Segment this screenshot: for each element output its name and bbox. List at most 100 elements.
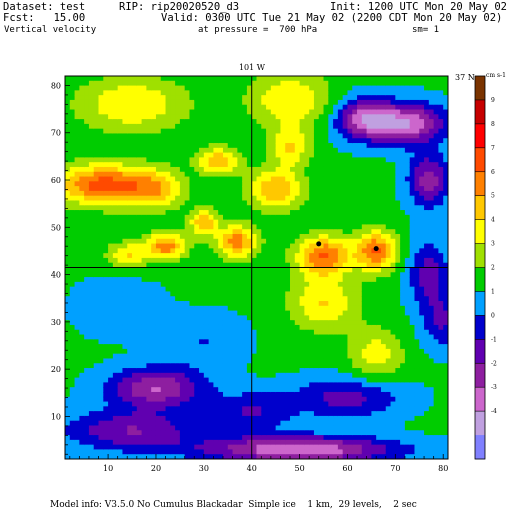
field-cell xyxy=(93,310,100,316)
field-cell xyxy=(342,224,349,230)
field-cell xyxy=(203,267,210,273)
field-cell xyxy=(122,310,128,316)
field-cell xyxy=(199,420,205,427)
field-cell xyxy=(103,267,109,273)
field-cell xyxy=(127,138,133,144)
field-cell xyxy=(175,301,181,307)
field-cell xyxy=(232,430,238,436)
field-cell xyxy=(275,372,282,379)
field-cell xyxy=(347,277,353,283)
field-cell xyxy=(304,128,310,135)
field-cell xyxy=(208,95,215,101)
field-cell xyxy=(203,243,210,249)
field-cell xyxy=(299,358,305,364)
field-cell xyxy=(280,439,286,446)
field-cell xyxy=(65,305,71,312)
field-cell xyxy=(179,200,186,206)
field-cell xyxy=(294,277,301,283)
field-cell xyxy=(151,238,157,245)
field-cell xyxy=(136,334,143,340)
field-cell xyxy=(285,224,291,230)
field-cell xyxy=(318,133,325,139)
field-cell xyxy=(275,229,282,235)
field-cell xyxy=(299,104,305,111)
field-cell xyxy=(98,205,104,211)
field-cell xyxy=(218,425,224,431)
field-cell xyxy=(189,324,195,331)
field-cell xyxy=(103,143,109,149)
field-cell xyxy=(65,171,71,178)
field-cell xyxy=(304,320,310,326)
field-cell xyxy=(117,210,124,216)
field-cell xyxy=(352,368,358,374)
field-cell xyxy=(261,186,267,192)
field-cell xyxy=(88,420,95,427)
field-cell xyxy=(203,166,210,173)
field-cell xyxy=(151,195,157,202)
field-cell xyxy=(84,377,90,383)
field-cell xyxy=(328,95,334,101)
field-cell xyxy=(165,219,171,226)
field-cell xyxy=(337,119,344,125)
field-cell xyxy=(304,248,310,254)
field-cell xyxy=(342,353,349,360)
field-cell xyxy=(179,272,186,278)
field-cell xyxy=(112,444,119,451)
field-cell xyxy=(328,109,334,115)
field-cell xyxy=(69,329,76,336)
field-cell xyxy=(256,353,262,360)
field-cell xyxy=(266,387,272,393)
field-cell xyxy=(84,128,90,135)
field-cell xyxy=(328,229,334,235)
field-cell xyxy=(333,301,339,307)
field-cell xyxy=(333,372,339,379)
field-cell xyxy=(69,229,76,235)
field-cell xyxy=(79,310,85,316)
field-cell xyxy=(112,348,119,355)
field-cell xyxy=(122,334,128,340)
field-cell xyxy=(208,272,215,278)
field-cell xyxy=(266,334,272,340)
field-cell xyxy=(199,171,205,178)
field-cell xyxy=(328,238,334,245)
field-cell xyxy=(112,99,119,106)
field-cell xyxy=(352,128,358,135)
field-cell xyxy=(146,214,152,221)
field-cell xyxy=(189,119,195,125)
field-cell xyxy=(103,439,109,446)
field-cell xyxy=(151,248,157,254)
field-cell xyxy=(175,186,181,192)
field-cell xyxy=(199,219,205,226)
field-cell xyxy=(280,277,286,283)
field-cell xyxy=(165,358,171,364)
field-cell xyxy=(122,420,128,427)
field-cell xyxy=(237,430,243,436)
field-cell xyxy=(88,119,95,125)
field-cell xyxy=(242,415,248,422)
field-cell xyxy=(199,147,205,154)
field-cell xyxy=(194,171,200,178)
field-cell xyxy=(93,181,100,187)
field-cell xyxy=(189,143,195,149)
field-cell xyxy=(179,348,186,355)
field-cell xyxy=(285,176,291,182)
field-cell xyxy=(261,420,267,427)
field-cell xyxy=(88,162,95,168)
field-cell xyxy=(361,119,368,125)
field-cell xyxy=(93,143,100,149)
field-cell xyxy=(266,411,272,417)
field-cell xyxy=(184,363,191,369)
field-cell xyxy=(294,315,301,321)
field-cell xyxy=(160,372,167,379)
field-cell xyxy=(108,324,114,331)
field-cell xyxy=(313,147,320,154)
field-cell xyxy=(232,272,238,278)
field-cell xyxy=(170,377,176,383)
field-cell xyxy=(285,104,291,111)
field-cell xyxy=(218,267,224,273)
field-cell xyxy=(328,114,334,120)
field-cell xyxy=(189,358,195,364)
field-cell xyxy=(361,76,368,82)
field-cell xyxy=(117,195,124,202)
field-cell xyxy=(285,406,291,412)
